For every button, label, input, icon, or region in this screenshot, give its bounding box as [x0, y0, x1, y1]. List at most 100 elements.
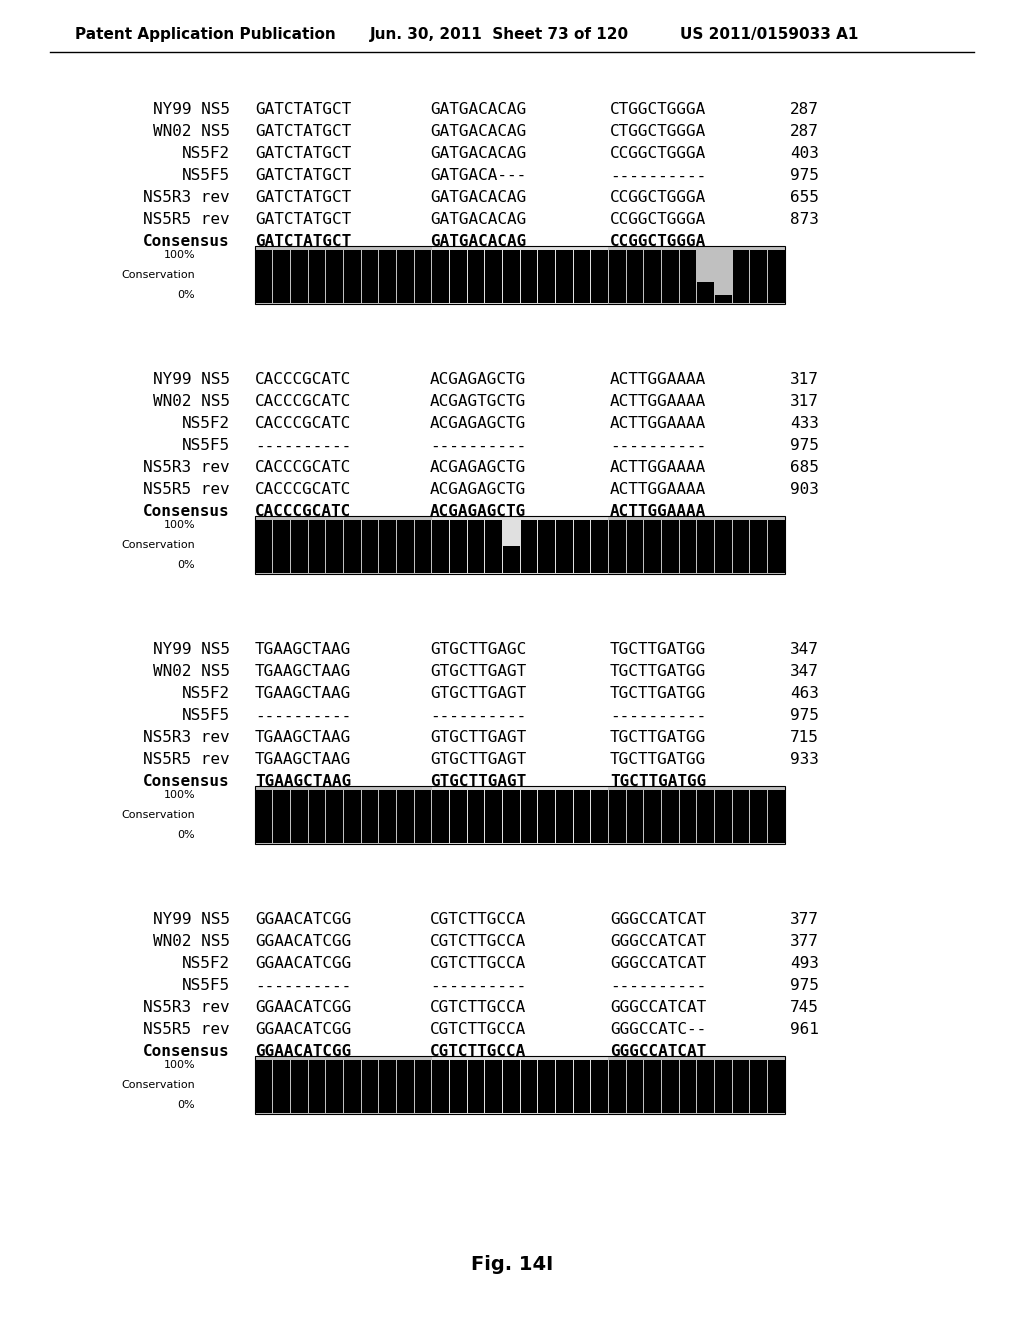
Bar	[361, 516, 379, 574]
Bar	[326, 246, 343, 304]
Bar	[608, 516, 626, 574]
Text: CGTCTTGCCA: CGTCTTGCCA	[430, 1001, 526, 1015]
Text: NS5F2: NS5F2	[182, 417, 230, 432]
Bar	[644, 249, 660, 304]
Bar	[397, 520, 414, 573]
Bar	[308, 246, 326, 304]
Bar	[751, 249, 767, 304]
Text: GATGACA---: GATGACA---	[430, 169, 526, 183]
Text: GATGACACAG: GATGACACAG	[430, 235, 526, 249]
Text: Conservation: Conservation	[121, 810, 195, 820]
Text: NS5F5: NS5F5	[182, 438, 230, 454]
Bar	[255, 1056, 785, 1114]
Text: NY99 NS5: NY99 NS5	[153, 103, 230, 117]
Bar	[308, 520, 326, 573]
Bar	[272, 1056, 291, 1114]
Bar	[573, 249, 590, 304]
Bar	[379, 1060, 396, 1113]
Bar	[662, 246, 679, 304]
Bar	[344, 789, 360, 843]
Bar	[520, 785, 538, 843]
Bar	[697, 789, 714, 843]
Text: ACTTGGAAAA: ACTTGGAAAA	[610, 417, 707, 432]
Text: GTGCTTGAGT: GTGCTTGAGT	[430, 664, 526, 680]
Bar	[732, 246, 750, 304]
Bar	[644, 1056, 662, 1114]
Bar	[539, 249, 555, 304]
Text: GATGACACAG: GATGACACAG	[430, 213, 526, 227]
Bar	[520, 1060, 538, 1113]
Bar	[556, 249, 572, 304]
Text: ----------: ----------	[430, 709, 526, 723]
Bar	[432, 249, 449, 304]
Bar	[256, 1060, 272, 1113]
Bar	[255, 516, 272, 574]
Bar	[715, 520, 731, 573]
Text: TGAAGCTAAG: TGAAGCTAAG	[255, 686, 351, 701]
Bar	[450, 1056, 467, 1114]
Bar	[503, 516, 520, 574]
Text: GATCTATGCT: GATCTATGCT	[255, 169, 351, 183]
Text: Conservation: Conservation	[121, 1080, 195, 1090]
Bar	[503, 249, 519, 304]
Bar	[379, 246, 396, 304]
Bar	[450, 520, 467, 573]
Bar	[732, 520, 750, 573]
Text: 933: 933	[790, 752, 819, 767]
Text: Consensus: Consensus	[143, 504, 230, 520]
Bar	[662, 516, 679, 574]
Text: TGCTTGATGG: TGCTTGATGG	[610, 752, 707, 767]
Bar	[573, 1056, 591, 1114]
Text: ----------: ----------	[255, 438, 351, 454]
Text: TGCTTGATGG: TGCTTGATGG	[610, 730, 707, 746]
Bar	[608, 246, 626, 304]
Text: ACTTGGAAAA: ACTTGGAAAA	[610, 461, 707, 475]
Text: TGCTTGATGG: TGCTTGATGG	[610, 775, 707, 789]
Bar	[751, 520, 767, 573]
Text: GATCTATGCT: GATCTATGCT	[255, 213, 351, 227]
Bar	[414, 1056, 432, 1114]
Bar	[679, 1056, 696, 1114]
Bar	[468, 1060, 484, 1113]
Bar	[467, 785, 484, 843]
Bar	[361, 249, 378, 304]
Bar	[538, 1056, 555, 1114]
Bar	[485, 1060, 502, 1113]
Text: ACTTGGAAAA: ACTTGGAAAA	[610, 372, 707, 388]
Bar	[573, 516, 591, 574]
Bar	[450, 789, 467, 843]
Bar	[396, 785, 414, 843]
Bar	[679, 246, 696, 304]
Text: CCGGCTGGGA: CCGGCTGGGA	[610, 147, 707, 161]
Bar	[272, 516, 291, 574]
Bar	[609, 520, 626, 573]
Bar	[573, 246, 591, 304]
Bar	[326, 785, 343, 843]
Text: 317: 317	[790, 372, 819, 388]
Bar	[662, 785, 679, 843]
Text: GATGACACAG: GATGACACAG	[430, 147, 526, 161]
Bar	[680, 249, 696, 304]
Text: 347: 347	[790, 664, 819, 680]
Text: ACGAGAGCTG: ACGAGAGCTG	[430, 417, 526, 432]
Bar	[432, 516, 450, 574]
Bar	[715, 1056, 732, 1114]
Text: WN02 NS5: WN02 NS5	[153, 124, 230, 140]
Text: GATCTATGCT: GATCTATGCT	[255, 103, 351, 117]
Bar	[644, 520, 660, 573]
Text: CACCCGCATC: CACCCGCATC	[255, 395, 351, 409]
Text: NS5R5 rev: NS5R5 rev	[143, 213, 230, 227]
Text: 100%: 100%	[164, 1060, 195, 1071]
Bar	[397, 1060, 414, 1113]
Text: 975: 975	[790, 978, 819, 994]
Bar	[344, 1060, 360, 1113]
Bar	[539, 789, 555, 843]
Bar	[555, 246, 573, 304]
Bar	[626, 785, 644, 843]
Bar	[484, 1056, 503, 1114]
Text: ACGAGAGCTG: ACGAGAGCTG	[430, 461, 526, 475]
Bar	[715, 516, 732, 574]
Bar	[414, 785, 432, 843]
Text: NS5R5 rev: NS5R5 rev	[143, 483, 230, 498]
Bar	[662, 249, 679, 304]
